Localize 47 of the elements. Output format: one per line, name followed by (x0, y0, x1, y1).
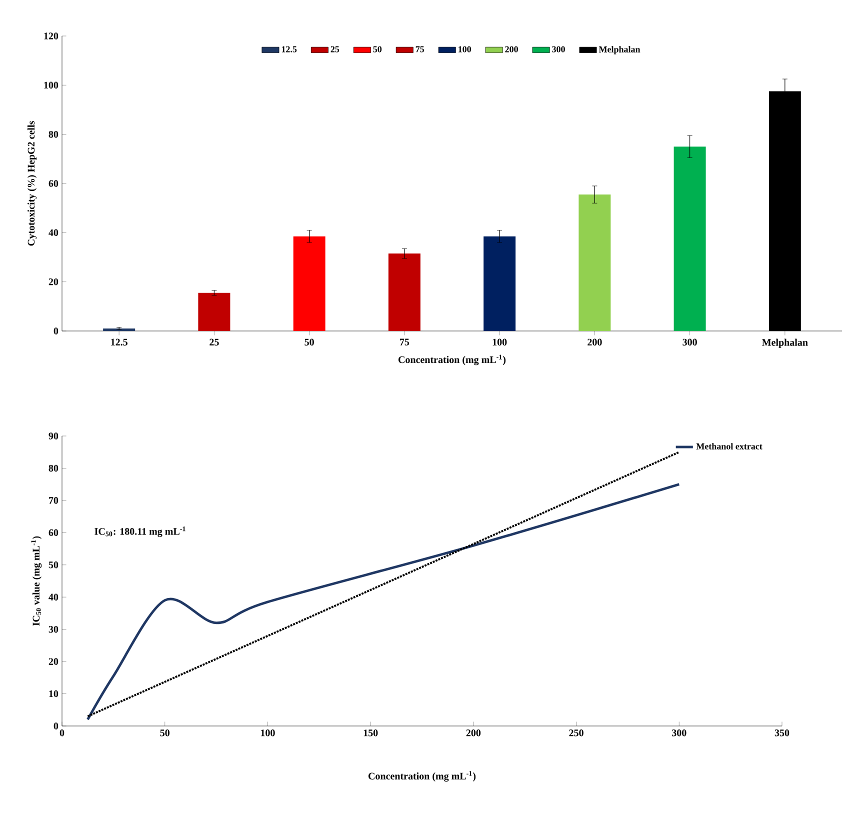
x-axis-title: Concentration (mg mL$^{-1}$) (368, 771, 476, 782)
legend-label: 300 (552, 46, 565, 52)
legend-label: 12.5 (282, 46, 297, 52)
x-tick-label: Melphalan (762, 338, 808, 348)
x-tick-label: 50 (160, 730, 170, 736)
y-tick-label: 40 (48, 594, 58, 600)
legend-label: Methanol extract (696, 443, 762, 450)
x-tick-label: 200 (588, 338, 602, 346)
x-tick-label: 50 (304, 338, 314, 346)
y-tick-label: 80 (48, 130, 58, 138)
x-tick-label: 200 (466, 730, 481, 736)
x-tick-label: 250 (569, 730, 584, 736)
y-tick-label: 50 (48, 562, 58, 568)
legend-label: 75 (416, 46, 424, 52)
y-tick-label: 0 (54, 722, 58, 730)
legend-label: 200 (505, 46, 518, 52)
y-tick-label: 80 (48, 464, 58, 472)
y-tick-label: 60 (48, 180, 58, 187)
x-tick-label: 350 (774, 730, 790, 736)
y-tick-label: 90 (48, 432, 58, 440)
x-tick-label: 12.5 (111, 338, 128, 346)
x-tick-label: 300 (682, 338, 697, 346)
y-axis-title: IC$_{50}$ value (mg mL$^{-1}$) (31, 536, 42, 626)
x-tick-label: 75 (400, 338, 410, 346)
legend-label: 50 (373, 46, 382, 52)
y-tick-label: 40 (48, 229, 58, 236)
x-axis-title: Concentration (mg mL$^{-1}$) (398, 354, 506, 366)
x-tick-label: 0 (60, 730, 64, 736)
y-tick-label: 10 (49, 690, 58, 698)
legend-label: 25 (330, 46, 340, 52)
x-tick-label: 300 (672, 730, 686, 736)
y-tick-label: 20 (48, 278, 58, 286)
x-tick-label: 100 (492, 338, 507, 346)
y-tick-label: 70 (49, 497, 58, 504)
y-tick-label: 120 (44, 32, 58, 40)
y-tick-label: 20 (48, 658, 58, 665)
y-tick-label: 30 (48, 626, 58, 633)
y-tick-label: 60 (48, 529, 58, 536)
annotation: IC$_{50}$: 180.11 mg mL$^{-1}$ (94, 526, 186, 537)
y-axis-title: Cytotoxicity (%) HepG2 cells (28, 121, 37, 246)
x-tick-label: 25 (210, 338, 219, 346)
y-tick-label: 0 (54, 328, 58, 334)
x-tick-label: 150 (364, 730, 378, 736)
x-tick-label: 100 (261, 730, 275, 736)
legend-label: Melphalan (598, 46, 640, 54)
y-tick-label: 100 (44, 82, 58, 89)
legend-label: 100 (458, 46, 471, 52)
